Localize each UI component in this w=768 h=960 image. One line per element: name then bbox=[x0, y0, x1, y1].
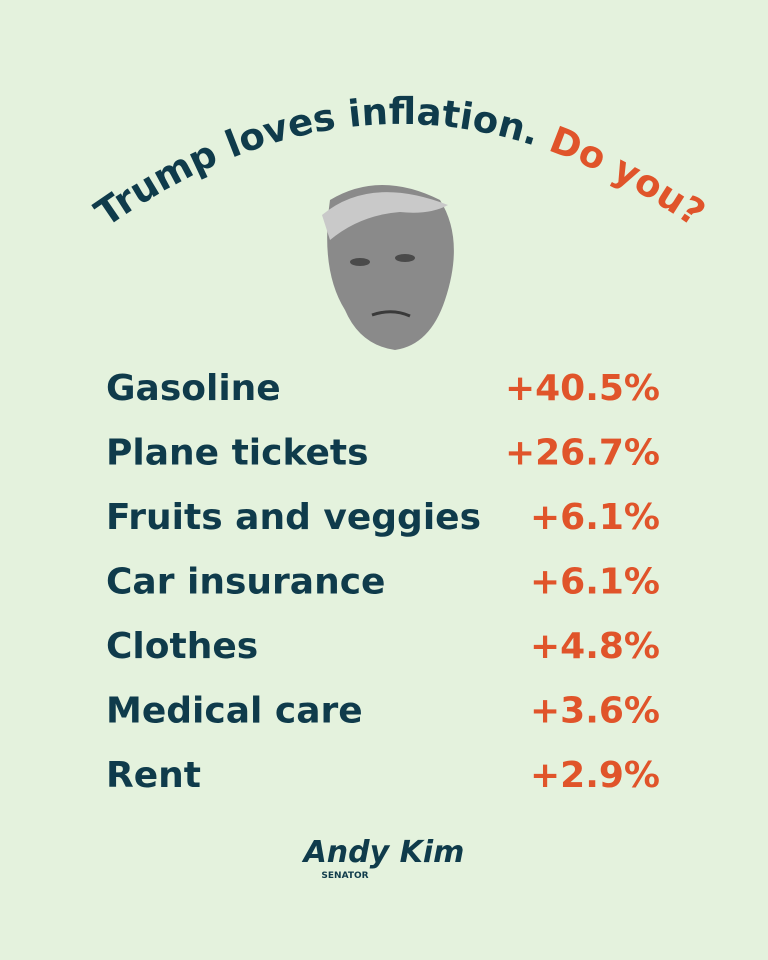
signature-logo: Andy Kim SENATOR bbox=[302, 835, 465, 881]
item-change: +4.8% bbox=[530, 626, 660, 667]
item-change: +6.1% bbox=[530, 562, 660, 603]
item-change: +40.5% bbox=[505, 368, 660, 409]
item-label: Car insurance bbox=[106, 562, 385, 603]
item-list: Gasoline +40.5% Plane tickets +26.7% Fruits … bbox=[106, 368, 660, 796]
item-change: +3.6% bbox=[530, 691, 660, 732]
role: SENATOR bbox=[321, 871, 368, 881]
item-change: +2.9% bbox=[530, 755, 660, 796]
item-label: Plane tickets bbox=[106, 433, 369, 474]
item-label: Medical care bbox=[106, 691, 363, 732]
item-label: Rent bbox=[106, 755, 201, 796]
item-label: Gasoline bbox=[106, 368, 281, 409]
item-change: +26.7% bbox=[505, 433, 660, 474]
item-label: Fruits and veggies bbox=[106, 497, 481, 538]
item-change: +6.1% bbox=[530, 497, 660, 538]
signature: Andy Kim bbox=[302, 835, 465, 870]
portrait bbox=[322, 185, 454, 350]
item-label: Clothes bbox=[106, 626, 258, 667]
